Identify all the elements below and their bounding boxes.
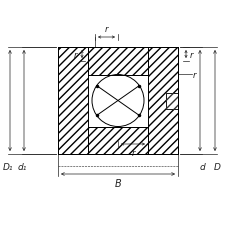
Text: B: B — [114, 178, 121, 188]
Text: d: d — [198, 162, 204, 171]
Text: D₁: D₁ — [3, 162, 13, 171]
Text: r: r — [131, 148, 134, 157]
Text: D: D — [213, 162, 219, 171]
Bar — [147, 48, 177, 154]
Bar — [88, 127, 147, 154]
Text: r: r — [73, 50, 77, 59]
Bar — [58, 48, 88, 154]
Circle shape — [92, 75, 143, 127]
Bar — [88, 48, 147, 75]
Bar — [165, 93, 177, 109]
Text: r: r — [104, 25, 108, 34]
Text: r: r — [189, 50, 193, 59]
Text: d₁: d₁ — [17, 162, 27, 171]
Bar — [165, 93, 177, 109]
Text: r: r — [192, 70, 196, 79]
